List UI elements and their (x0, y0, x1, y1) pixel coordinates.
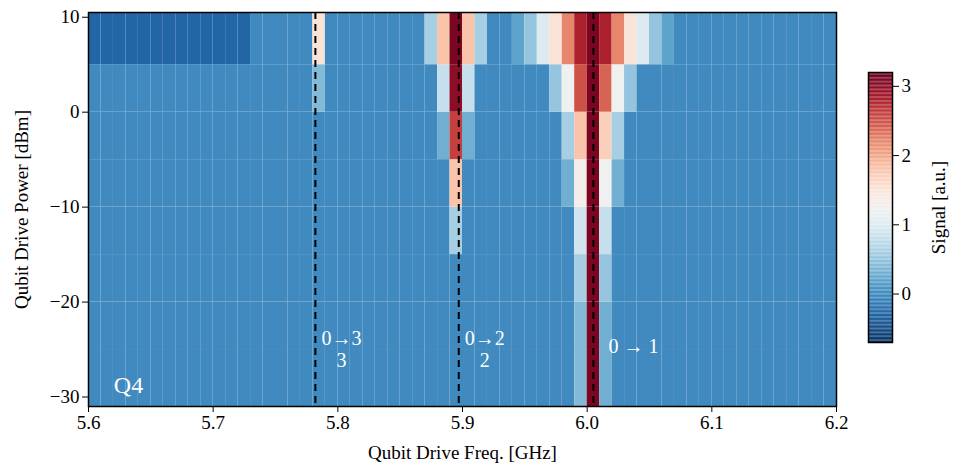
svg-text:0: 0 (70, 101, 80, 122)
svg-text:5.8: 5.8 (326, 412, 350, 433)
svg-text:5.6: 5.6 (77, 412, 101, 433)
svg-text:6.1: 6.1 (700, 412, 724, 433)
svg-text:6.2: 6.2 (825, 412, 849, 433)
svg-text:0→3: 0→3 (321, 327, 361, 349)
svg-text:−30: −30 (50, 386, 80, 407)
svg-text:0→2: 0→2 (465, 327, 505, 349)
svg-text:3: 3 (902, 75, 912, 96)
svg-text:Qubit Drive Freq. [GHz]: Qubit Drive Freq. [GHz] (368, 442, 557, 463)
svg-text:10: 10 (61, 6, 80, 27)
svg-text:−20: −20 (50, 291, 80, 312)
svg-text:2: 2 (480, 349, 490, 371)
svg-text:0: 0 (902, 283, 912, 304)
svg-text:1: 1 (902, 214, 912, 235)
svg-text:3: 3 (336, 349, 346, 371)
svg-text:−10: −10 (50, 196, 80, 217)
svg-text:Q4: Q4 (114, 372, 143, 398)
svg-text:0 → 1: 0 → 1 (608, 335, 658, 357)
svg-text:5.7: 5.7 (201, 412, 225, 433)
svg-text:Qubit Drive Power [dBm]: Qubit Drive Power [dBm] (11, 110, 32, 309)
svg-text:Signal [a.u.]: Signal [a.u.] (928, 161, 949, 254)
svg-text:2: 2 (902, 145, 912, 166)
svg-text:5.9: 5.9 (451, 412, 475, 433)
svg-text:6.0: 6.0 (575, 412, 599, 433)
